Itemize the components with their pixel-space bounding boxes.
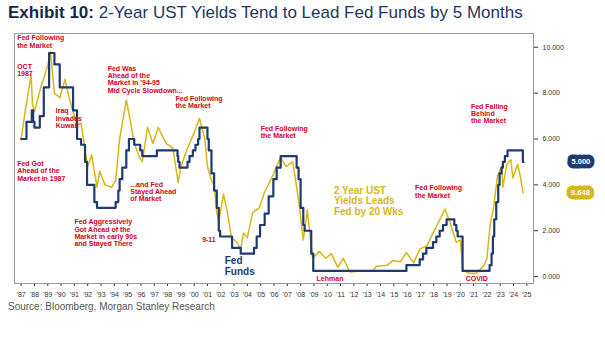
svg-text:'98: '98 xyxy=(163,291,172,298)
svg-text:'00: '00 xyxy=(190,291,199,298)
svg-text:Lehman: Lehman xyxy=(317,275,344,282)
svg-text:'97: '97 xyxy=(150,291,159,298)
svg-text:3.648: 3.648 xyxy=(571,188,590,197)
svg-text:'20: '20 xyxy=(456,291,465,298)
svg-text:...and FedStayed Aheadof Marke: ...and FedStayed Aheadof Market xyxy=(130,181,176,203)
svg-text:'89: '89 xyxy=(43,291,52,298)
svg-text:'23: '23 xyxy=(496,291,505,298)
svg-text:'19: '19 xyxy=(442,291,451,298)
svg-text:2 Year USTYields LeadsFed by 2: 2 Year USTYields LeadsFed by 20 Wks xyxy=(334,185,404,217)
html-text:Exhibit 10: 2-Year UST Yields: Exhibit 10: 2-Year UST Yields Tend to Le… xyxy=(8,3,523,22)
svg-text:OCT1987: OCT1987 xyxy=(17,63,33,77)
svg-text:'92: '92 xyxy=(83,291,92,298)
svg-text:'15: '15 xyxy=(389,291,398,298)
svg-text:'05: '05 xyxy=(256,291,265,298)
svg-text:Fed WasAhead of theMarket in ': Fed WasAhead of theMarket in '94-95Mid C… xyxy=(108,65,183,95)
svg-text:'24: '24 xyxy=(509,291,518,298)
svg-text:Fed Followingthe Market: Fed Followingthe Market xyxy=(261,125,308,139)
svg-text:'04: '04 xyxy=(243,291,252,298)
svg-text:Fed AggressivelyGot Ahead of t: Fed AggressivelyGot Ahead of theMarket i… xyxy=(74,218,137,248)
svg-text:FedFunds: FedFunds xyxy=(225,255,255,277)
svg-text:'13: '13 xyxy=(363,291,372,298)
svg-text:Fed Followingthe Market: Fed Followingthe Market xyxy=(415,184,462,198)
svg-text:'18: '18 xyxy=(429,291,438,298)
svg-text:2.000: 2.000 xyxy=(543,227,561,234)
svg-text:'09: '09 xyxy=(309,291,318,298)
svg-text:9-11: 9-11 xyxy=(202,236,216,243)
svg-text:Fed Followingthe Market: Fed Followingthe Market xyxy=(17,34,64,48)
svg-text:'12: '12 xyxy=(349,291,358,298)
svg-text:0.000: 0.000 xyxy=(543,273,561,280)
svg-text:COVID: COVID xyxy=(466,275,488,282)
svg-text:Fed Followingthe Market: Fed Followingthe Market xyxy=(176,95,223,109)
svg-text:'03: '03 xyxy=(230,291,239,298)
svg-text:'25: '25 xyxy=(522,291,531,298)
svg-text:4.000: 4.000 xyxy=(543,181,561,188)
svg-text:Fed GotAhead of theMarket in 1: Fed GotAhead of theMarket in 1987 xyxy=(17,160,65,182)
svg-text:'95: '95 xyxy=(123,291,132,298)
svg-text:'94: '94 xyxy=(110,291,119,298)
svg-text:'99: '99 xyxy=(176,291,185,298)
svg-text:'16: '16 xyxy=(403,291,412,298)
svg-text:'96: '96 xyxy=(136,291,145,298)
svg-text:'07: '07 xyxy=(283,291,292,298)
svg-text:6.000: 6.000 xyxy=(543,135,561,142)
svg-text:'11: '11 xyxy=(336,291,345,298)
svg-text:'87: '87 xyxy=(17,291,26,298)
svg-text:'90: '90 xyxy=(57,291,66,298)
svg-text:'17: '17 xyxy=(416,291,425,298)
svg-text:'91: '91 xyxy=(70,291,79,298)
svg-text:'93: '93 xyxy=(96,291,105,298)
svg-text:'21: '21 xyxy=(469,291,478,298)
svg-text:Fed FallingBehindthe Market: Fed FallingBehindthe Market xyxy=(471,103,508,125)
svg-text:'01: '01 xyxy=(203,291,212,298)
svg-text:'10: '10 xyxy=(323,291,332,298)
svg-text:IraqInvadesKuwait: IraqInvadesKuwait xyxy=(56,107,82,129)
svg-text:'08: '08 xyxy=(296,291,305,298)
svg-text:10.000: 10.000 xyxy=(543,44,565,51)
svg-text:'02: '02 xyxy=(216,291,225,298)
svg-text:'06: '06 xyxy=(269,291,278,298)
svg-text:'14: '14 xyxy=(376,291,385,298)
svg-text:'88: '88 xyxy=(30,291,39,298)
svg-text:5.000: 5.000 xyxy=(572,157,591,166)
svg-text:8.000: 8.000 xyxy=(543,89,561,96)
svg-text:'22: '22 xyxy=(482,291,491,298)
html-text:Source: Bloomberg, Morgan Stan: Source: Bloomberg, Morgan Stanley Resear… xyxy=(8,301,215,312)
